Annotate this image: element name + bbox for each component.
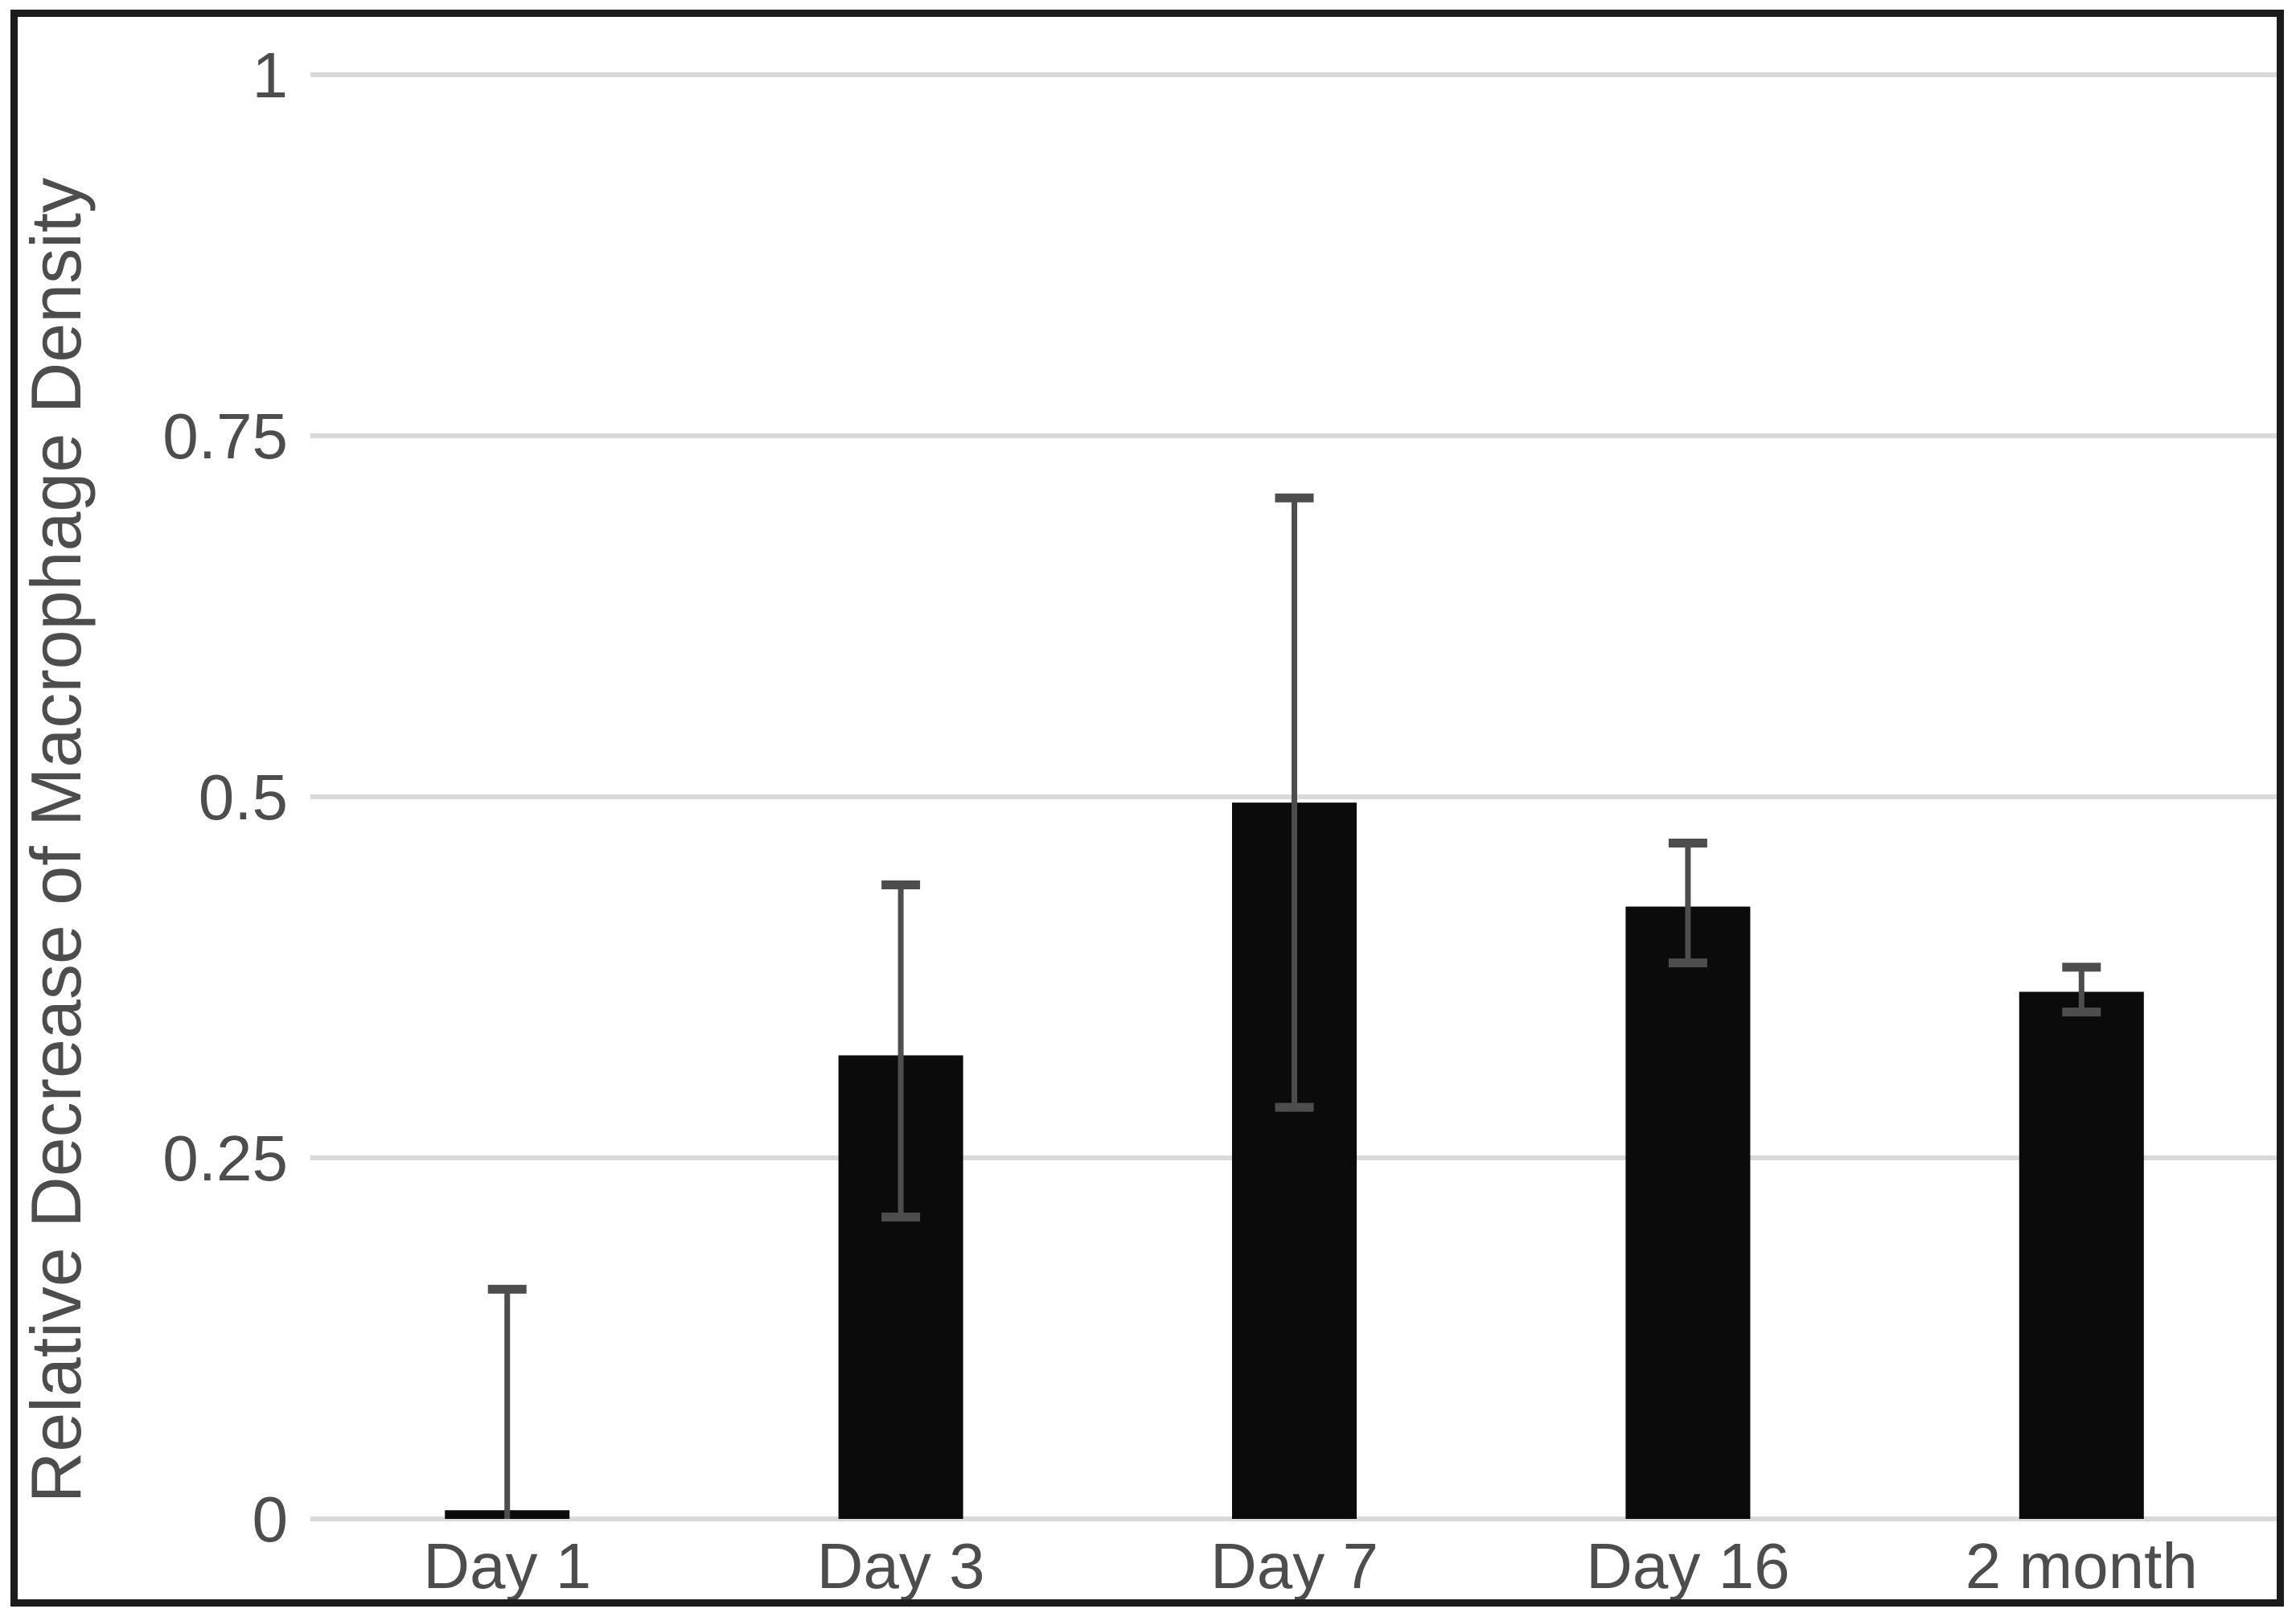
x-category-label: Day 1 [423,1530,591,1602]
y-tick-label: 0.75 [162,400,288,472]
bar [2019,991,2144,1519]
y-tick-label: 0 [253,1484,289,1555]
x-category-label: Day 7 [1210,1530,1378,1602]
y-axis-title: Relative Decrease of Macrophage Density [16,178,96,1503]
y-tick-label: 1 [253,39,289,111]
x-category-label: Day 16 [1586,1530,1789,1602]
y-tick-label: 0.25 [162,1122,288,1194]
x-category-label: 2 month [1965,1530,2198,1602]
bar [1625,906,1751,1519]
x-category-label: Day 3 [817,1530,985,1602]
y-tick-label: 0.5 [199,761,288,833]
